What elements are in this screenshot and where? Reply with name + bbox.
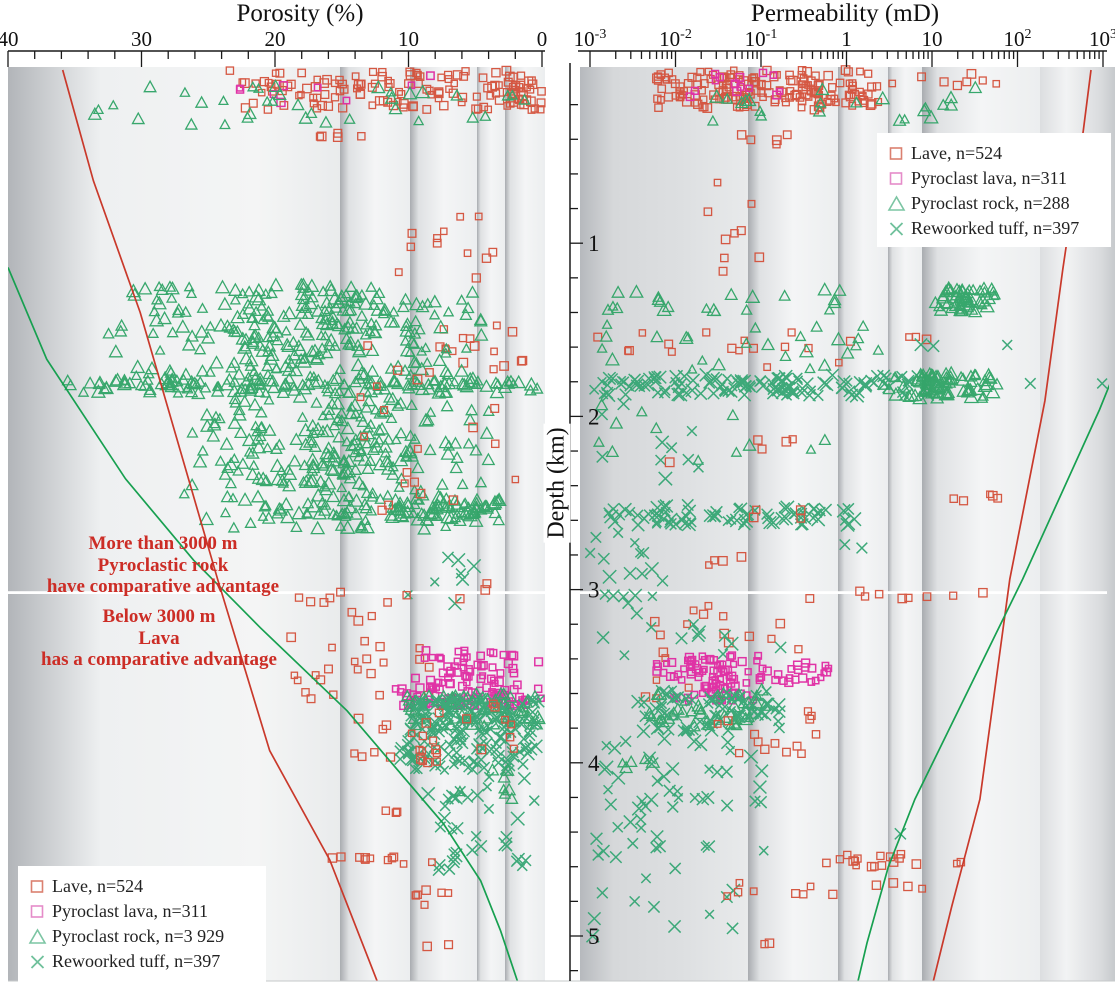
depth-tick-label: 5: [588, 924, 600, 949]
axis-tick-label: 0: [537, 27, 548, 51]
trend-line-lava-porosity: [61, 69, 379, 981]
permeability-title: Permeability (mD): [750, 0, 940, 27]
square-marker-icon: [28, 903, 52, 921]
legend-item-plava: Pyroclast lava, n=311: [28, 899, 256, 924]
axis-tick-label: 10-1: [745, 27, 778, 51]
legend-item-lava: Lave, n=524: [887, 141, 1101, 166]
triangle-marker-icon: [887, 194, 911, 213]
scatter-points-permeability: [584, 65, 1108, 949]
axis-tick-label: 20: [265, 27, 286, 51]
annotation-below-3000m: Below 3000 m Lava has a comparative adva…: [4, 606, 314, 671]
porosity-title: Porosity (%): [236, 0, 364, 27]
scatter-points-porosity: [61, 65, 546, 952]
axis-tick-label: 40: [0, 27, 19, 51]
background-bands-left: [8, 67, 545, 981]
legend-label: Lave, n=524: [52, 876, 144, 896]
x-marker-icon: [887, 220, 911, 238]
square-marker-icon: [28, 878, 52, 896]
annotation-line: Pyroclastic rock: [97, 554, 229, 576]
annotation-above-3000m: More than 3000 m Pyroclastic rock have c…: [8, 533, 318, 598]
legend-item-rock: Pyroclast rock, n=288: [887, 191, 1101, 216]
legend-item-rock: Pyroclast rock, n=3 929: [28, 924, 256, 949]
legend-item-plava: Pyroclast lava, n=311: [887, 166, 1101, 191]
legend-label: Pyroclast rock, n=288: [911, 193, 1070, 213]
trend-line-rock-porosity: [8, 267, 519, 981]
depth-axis-label: Depth (km): [543, 423, 571, 543]
depth-3km-line: [578, 591, 1107, 594]
annotation-line: have comparative advantage: [46, 576, 280, 597]
legend-label: Pyroclast lava, n=311: [52, 901, 208, 921]
square-marker-icon: [887, 145, 911, 163]
legend-label: Pyroclast rock, n=3 929: [52, 926, 225, 946]
legend-left: Lave, n=524 Pyroclast lava, n=311 Pyroclas…: [18, 866, 266, 982]
depth-3km-line: [8, 591, 545, 594]
legend-right: Lave, n=524 Pyroclast lava, n=311 Pyroclas…: [877, 133, 1111, 247]
x-marker-icon: [28, 953, 52, 971]
axis-tick-label: 10: [922, 27, 943, 51]
annotation-line: Below 3000 m: [102, 606, 216, 627]
annotation-line: Lava: [138, 627, 180, 649]
annotation-line: has a comparative advantage: [41, 649, 277, 670]
depth-tick-label: 3: [588, 578, 600, 603]
depth-tick-label: 1: [588, 231, 600, 256]
depth-tick-label: 4: [588, 751, 600, 776]
annotation-line: More than 3000 m: [88, 533, 238, 554]
legend-label: Rewoorked tuff, n=397: [911, 218, 1080, 238]
trend-line-rock-permeability: [857, 383, 1109, 981]
axis-tick-label: 102: [1004, 27, 1032, 51]
axis-tick-label: 10-2: [659, 27, 692, 51]
depth-tick-label: 2: [588, 404, 600, 429]
legend-item-lava: Lave, n=524: [28, 874, 256, 899]
triangle-marker-icon: [28, 927, 52, 946]
axis-tick-label: 30: [131, 27, 152, 51]
legend-label: Pyroclast lava, n=311: [911, 168, 1067, 188]
legend-label: Lave, n=524: [911, 143, 1003, 163]
legend-item-tuff: Rewoorked tuff, n=397: [28, 949, 256, 974]
axis-tick-label: 1: [841, 27, 852, 51]
axis-tick-label: 10: [398, 27, 419, 51]
square-marker-icon: [887, 170, 911, 188]
legend-label: Rewoorked tuff, n=397: [52, 951, 221, 971]
legend-item-tuff: Rewoorked tuff, n=397: [887, 216, 1101, 241]
axis-tick-label: 10-3: [574, 27, 607, 51]
top-axes: [7, 50, 1107, 67]
axis-tick-label: 103: [1089, 27, 1115, 51]
